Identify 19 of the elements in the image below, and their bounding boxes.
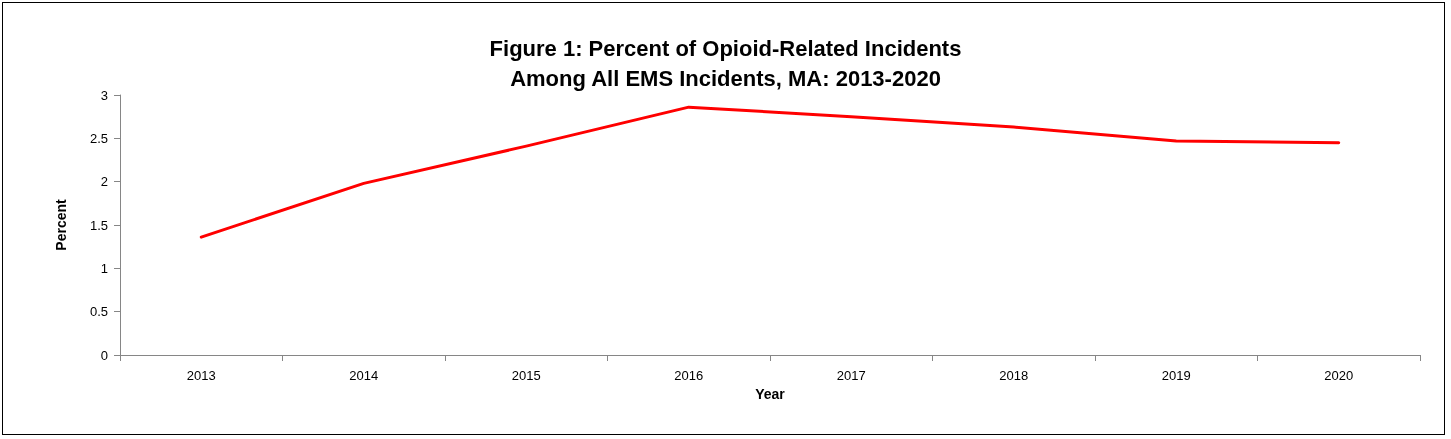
y-tick-label: 1 — [100, 260, 108, 276]
chart-title: Figure 1: Percent of Opioid-Related Incidents Among All EMS Incidents, MA: 2013-2020 — [489, 35, 962, 91]
x-tick-label: 2013 — [186, 368, 216, 383]
x-tick-label: 2018 — [999, 368, 1029, 383]
x-tick-label: 2015 — [511, 368, 541, 383]
x-tick-label: 2014 — [349, 368, 379, 383]
y-tick-label: 0 — [100, 347, 108, 363]
y-tick-label: 3 — [100, 87, 108, 103]
y-axis-title: Percent — [53, 198, 69, 251]
x-tick-label: 2017 — [836, 368, 866, 383]
x-axis-title: Year — [755, 386, 786, 402]
y-tick-label: 2.5 — [89, 130, 108, 146]
line-series — [199, 105, 1341, 239]
x-tick-label: 2020 — [1324, 368, 1354, 383]
y-tick-label: 1.5 — [89, 217, 108, 233]
x-tick-label: 2016 — [674, 368, 704, 383]
x-tick-label: 2019 — [1161, 368, 1191, 383]
y-tick-label: 0.5 — [89, 304, 108, 320]
y-tick-label: 2 — [100, 174, 108, 190]
